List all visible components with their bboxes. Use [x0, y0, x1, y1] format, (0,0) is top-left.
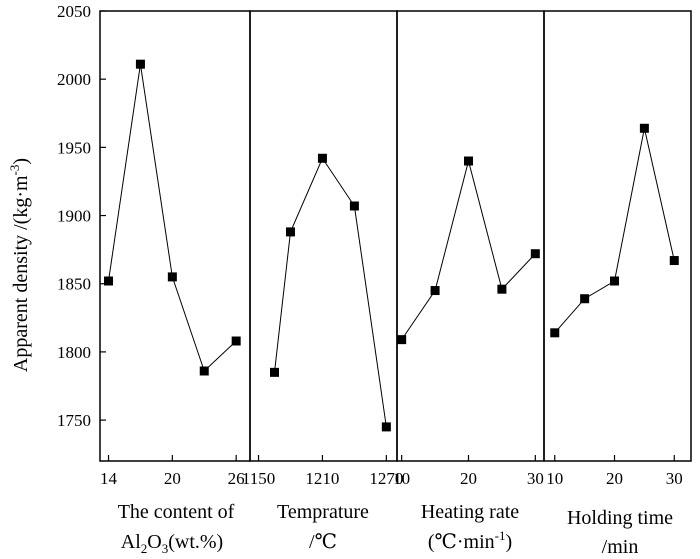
x-label-temperature-line1: Temprature: [277, 501, 369, 523]
holding-time-series-line: [554, 128, 675, 334]
x-label-temperature-line2: /℃: [309, 531, 337, 553]
al2o3-series-line: [108, 64, 237, 372]
temperature-frame: [249, 10, 398, 462]
holding-time-point-3: [610, 276, 620, 286]
y-tick-label-2000: 2000: [57, 70, 91, 89]
temperature-series-line: [274, 157, 387, 427]
y-tick-label-2050: 2050: [57, 2, 91, 21]
y-ticks: 1750 1800 1850 1900 1950 2000 2050: [57, 2, 106, 430]
x-label-al2o3-o: O: [147, 531, 161, 553]
holding-time-frame: [543, 10, 692, 462]
temperature-point-1: [270, 367, 279, 377]
holding-time-point-2: [580, 294, 590, 304]
x-label-al2o3-line2: Al2O3(wt.%): [121, 531, 223, 556]
temperature-x-tick-label-1150: 1150: [242, 469, 275, 488]
x-label-heating-rate-line1: Heating rate: [421, 501, 519, 523]
panel-heating-rate: 10 20 30: [393, 10, 545, 488]
x-label-al2o3-unit: (wt.%): [168, 531, 223, 553]
panel-temperature: 1150 1210 1270: [242, 10, 403, 488]
y-tick-label-1850: 1850: [57, 275, 91, 294]
heating-rate-point-2: [430, 286, 440, 296]
y-tick-label-1900: 1900: [57, 207, 91, 226]
temperature-point-5: [381, 422, 391, 432]
heating-rate-point-5: [530, 249, 540, 259]
al2o3-frame: [99, 10, 251, 462]
y-axis-label-main: Apparent density /(kg·m: [10, 175, 32, 372]
al2o3-point-4: [199, 366, 209, 376]
holding-time-x-tick-label-10: 10: [546, 469, 563, 488]
panel-holding-time: 10 20 30: [543, 10, 692, 488]
al2o3-x-tick-label-20: 20: [164, 469, 181, 488]
x-label-heating-rate-close: ): [505, 531, 512, 553]
al2o3-point-3: [167, 272, 177, 282]
temperature-x-tick-label-1210: 1210: [305, 469, 339, 488]
heating-rate-point-3: [463, 156, 473, 166]
al2o3-x-tick-label-14: 14: [100, 469, 118, 488]
y-tick-label-1800: 1800: [57, 343, 91, 362]
heating-rate-series-line: [401, 159, 536, 340]
x-label-holding-time-line1: Holding time: [567, 507, 673, 529]
y-axis-label-close: ): [10, 158, 32, 165]
heating-rate-x-tick-label-10: 10: [393, 469, 410, 488]
temperature-point-4: [349, 201, 359, 211]
x-label-heating-rate-unit: (℃·min: [428, 531, 495, 553]
heating-rate-x-tick-label-20: 20: [460, 469, 477, 488]
heating-rate-point-1: [397, 335, 407, 345]
holding-time-point-1: [550, 328, 560, 338]
al2o3-point-1: [104, 276, 114, 286]
holding-time-x-tick-label-30: 30: [666, 469, 683, 488]
y-axis-label: Apparent density /(kg·m-3): [7, 158, 32, 372]
x-label-heating-rate-line2: (℃·min-1): [428, 528, 512, 553]
heating-rate-x-tick-label-30: 30: [527, 469, 544, 488]
x-label-al2o3-sub2: 2: [141, 541, 148, 556]
al2o3-x-tick-label-26: 26: [228, 469, 245, 488]
al2o3-point-5: [231, 336, 241, 346]
holding-time-point-4: [639, 123, 649, 133]
x-label-holding-time-line2: /min: [602, 536, 639, 558]
x-label-al2o3-sub3: 3: [162, 541, 169, 556]
temperature-point-2: [285, 227, 295, 237]
al2o3-point-2: [135, 59, 145, 69]
holding-time-x-tick-label-20: 20: [606, 469, 623, 488]
y-axis-label-superscript: -3: [7, 165, 22, 176]
x-label-heating-rate-superscript: -1: [495, 528, 506, 543]
temperature-x-tick-label-1270: 1270: [369, 469, 403, 488]
temperature-point-3: [317, 153, 327, 163]
heating-rate-frame: [396, 10, 545, 462]
y-tick-label-1950: 1950: [57, 138, 91, 157]
holding-time-point-5: [669, 256, 679, 266]
x-label-al2o3-line1: The content of: [118, 501, 235, 523]
y-tick-label-1750: 1750: [57, 411, 91, 430]
panel-al2o3: 14 20 26: [99, 10, 251, 488]
heating-rate-point-4: [497, 284, 507, 294]
x-label-al2o3-al: Al: [121, 531, 141, 553]
